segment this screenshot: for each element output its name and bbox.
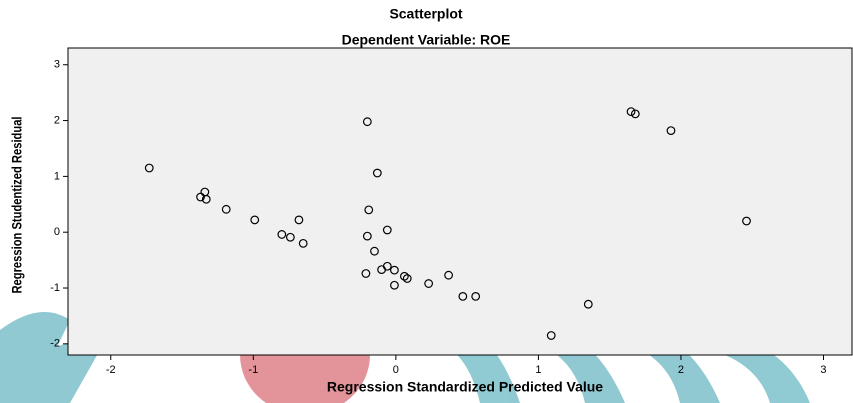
plot-area bbox=[68, 48, 852, 355]
y-tick-label: 2 bbox=[54, 114, 60, 126]
x-tick-label: 3 bbox=[820, 364, 826, 376]
y-tick-label: -1 bbox=[50, 282, 60, 294]
y-axis-title: Regression Studentized Residual bbox=[10, 116, 25, 293]
x-tick-label: 0 bbox=[393, 364, 399, 376]
chart-subtitle: Dependent Variable: ROE bbox=[342, 32, 511, 48]
y-tick-label: 1 bbox=[54, 170, 60, 182]
y-tick-label: -2 bbox=[50, 338, 60, 350]
chart-title: Scatterplot bbox=[389, 6, 462, 22]
y-tick-label: 0 bbox=[54, 226, 60, 238]
y-tick-label: 3 bbox=[54, 59, 60, 71]
chart: Scatterplot Dependent Variable: ROE Regr… bbox=[0, 0, 853, 403]
x-tick-label: 1 bbox=[535, 364, 541, 376]
x-tick-label: -1 bbox=[248, 364, 258, 376]
page: Scatterplot Dependent Variable: ROE Regr… bbox=[0, 0, 853, 403]
x-tick-label: 2 bbox=[678, 364, 684, 376]
x-tick-label: -2 bbox=[106, 364, 116, 376]
x-axis-title: Regression Standardized Predicted Value bbox=[327, 379, 603, 395]
